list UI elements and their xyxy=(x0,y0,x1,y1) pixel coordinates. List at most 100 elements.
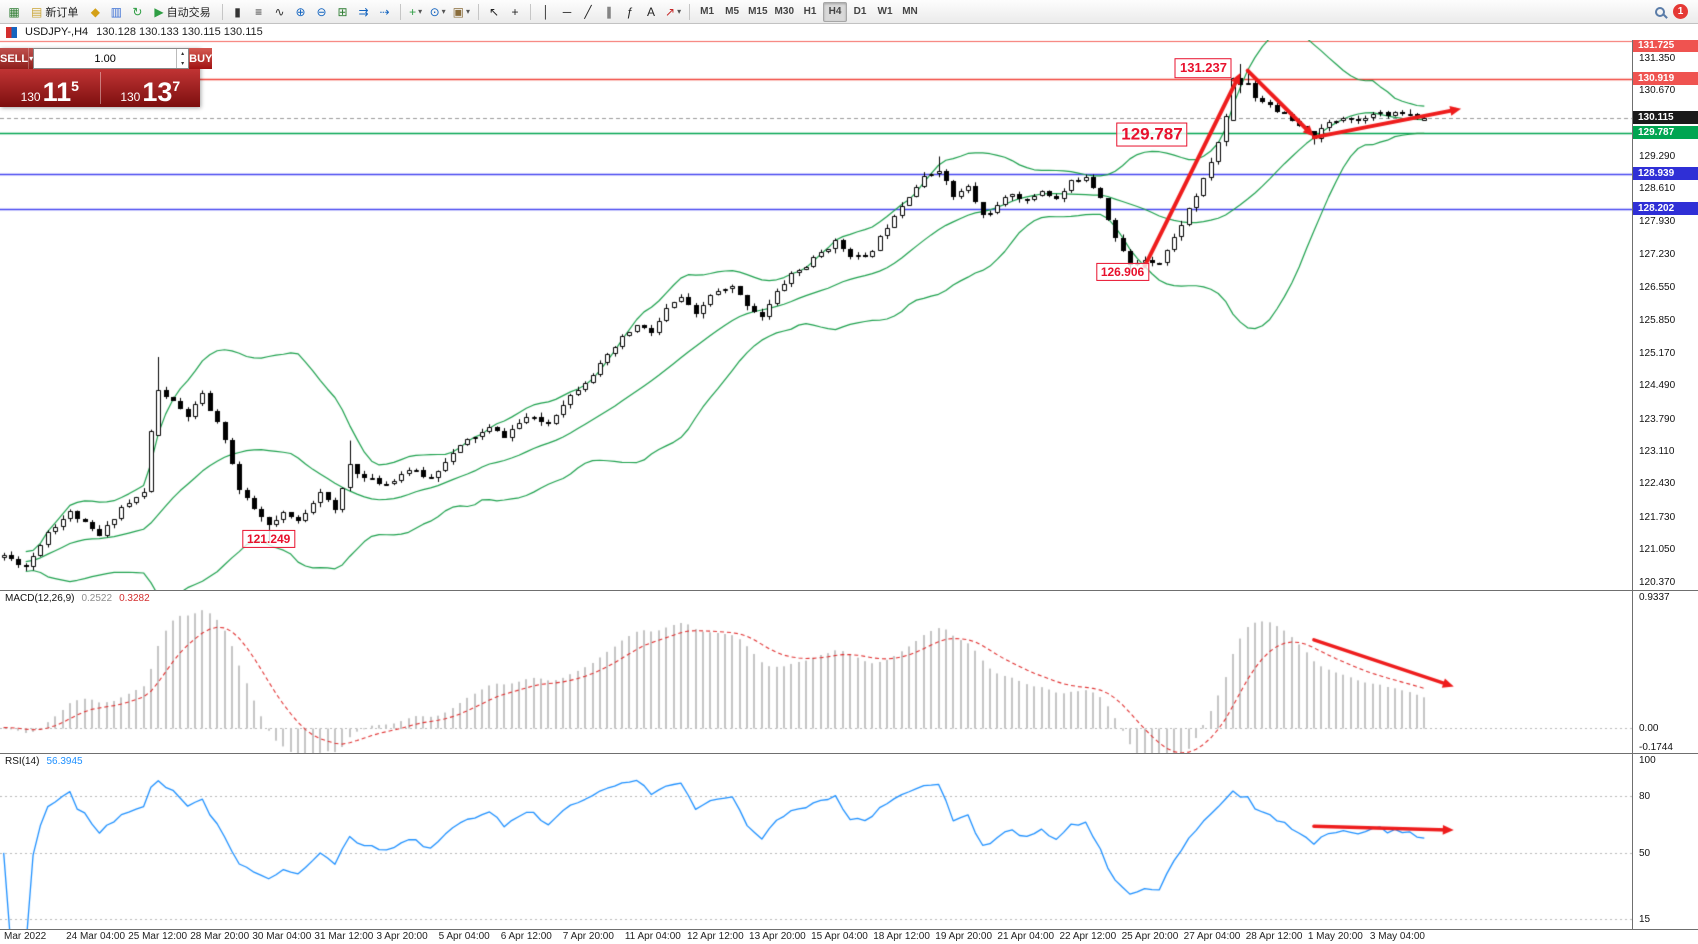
price-axis-tick: 123.790 xyxy=(1639,413,1676,425)
volume-input[interactable] xyxy=(34,49,177,68)
autotrade-button[interactable]: ▶ 自动交易 xyxy=(148,2,216,22)
price-axis-tick: 129.290 xyxy=(1639,150,1676,162)
price-annotation-131237[interactable]: 131.237 xyxy=(1174,58,1232,78)
trendline-icon: ╱ xyxy=(584,4,592,19)
line-chart-button[interactable]: ∿ xyxy=(270,2,290,22)
add-indicator-button[interactable]: + ▾ xyxy=(406,2,426,22)
autotrade-icon: ▶ xyxy=(154,4,164,19)
candlestick-chart-button[interactable]: ▮ xyxy=(228,2,248,22)
autotrade-button-label: 自动交易 xyxy=(166,6,211,19)
fibonacci-button[interactable]: ƒ xyxy=(620,2,640,22)
tile-windows-icon: ⊞ xyxy=(337,4,348,19)
time-axis-label: 28 Mar 20:00 xyxy=(190,931,250,942)
time-axis-label: 27 Apr 04:00 xyxy=(1183,931,1241,942)
macd-signal-value: 0.3282 xyxy=(119,593,150,604)
market-watch-button[interactable]: ◆ xyxy=(85,2,105,22)
zoom-out-button[interactable]: ⊖ xyxy=(312,2,332,22)
time-axis-label: 30 Mar 04:00 xyxy=(252,931,312,942)
bid-big-digits: 11 xyxy=(42,77,72,108)
add-indicator-icon: + xyxy=(409,4,417,19)
chart-shift-button[interactable]: ⇢ xyxy=(375,2,395,22)
order-type-dropdown[interactable]: ▾ xyxy=(28,48,34,69)
chevron-down-icon: ▾ xyxy=(441,7,446,16)
macd-axis-label: 0.9337 xyxy=(1639,592,1670,603)
time-axis-label: 5 Apr 04:00 xyxy=(438,931,490,942)
trendline-button[interactable]: ╱ xyxy=(578,2,598,22)
timeframe-w1-button[interactable]: W1 xyxy=(877,6,893,17)
sell-button[interactable]: SELL xyxy=(0,48,29,69)
timeframe-m5-button[interactable]: M5 xyxy=(725,6,740,17)
cursor-button[interactable]: ↖ xyxy=(484,2,504,22)
chart-ohlc-values: 130.128 130.133 130.115 130.115 xyxy=(96,26,263,38)
price-annotation-126906[interactable]: 126.906 xyxy=(1095,262,1150,282)
volume-up-button[interactable]: ▴ xyxy=(181,51,185,58)
data-window-button[interactable]: ▥ xyxy=(106,2,126,22)
price-annotation-129787[interactable]: 129.787 xyxy=(1116,122,1188,147)
text-button[interactable]: A xyxy=(641,2,661,22)
zoom-in-button[interactable]: ⊕ xyxy=(291,2,311,22)
chevron-down-icon: ▾ xyxy=(418,7,423,16)
bar-chart-icon: ≡ xyxy=(255,4,263,19)
toolbar-separator xyxy=(399,3,401,20)
timeframe-m15-button[interactable]: M15 xyxy=(748,6,768,17)
new-chart-button[interactable]: ▦ xyxy=(4,2,24,22)
rsi-panel: 100 80 50 15 RSI(14) 56.3945 xyxy=(0,753,1698,929)
volume-down-button[interactable]: ▾ xyxy=(181,60,185,67)
time-axis-label: 19 Apr 20:00 xyxy=(935,931,993,942)
timeframe-d1-button[interactable]: D1 xyxy=(853,6,867,17)
price-tag: 129.787 xyxy=(1633,126,1698,140)
price-annotation-121249[interactable]: 121.249 xyxy=(241,529,296,548)
macd-name: MACD(12,26,9) xyxy=(5,593,75,604)
periods-button[interactable]: ⊙ ▾ xyxy=(427,2,449,22)
crosshair-button[interactable]: + xyxy=(505,2,525,22)
chevron-down-icon: ▾ xyxy=(29,54,34,63)
vertical-line-button[interactable]: │ xyxy=(536,2,556,22)
rsi-axis-label: 50 xyxy=(1639,847,1651,859)
ask-price-display[interactable]: 130 13 7 xyxy=(101,69,201,107)
horizontal-line-button[interactable]: ─ xyxy=(557,2,577,22)
macd-axis[interactable]: 0.9337 0.00 -0.1744 xyxy=(1632,591,1698,753)
chevron-down-icon: ▾ xyxy=(466,7,471,16)
toolbar-separator xyxy=(689,3,691,20)
timeframe-h1-button[interactable]: H1 xyxy=(803,6,817,17)
price-tag: 131.725 xyxy=(1633,40,1698,52)
price-tag: 130.115 xyxy=(1633,110,1698,124)
time-axis-label: 31 Mar 12:00 xyxy=(314,931,374,942)
horizontal-line-icon: ─ xyxy=(562,4,572,19)
navigator-button[interactable]: ↻ xyxy=(127,2,147,22)
timeframe-m1-button[interactable]: M1 xyxy=(700,6,715,17)
main-chart-panel: 131.350 130.670 129.290 128.610 127.930 127.2… xyxy=(0,40,1698,590)
autoscroll-button[interactable]: ⇉ xyxy=(354,2,374,22)
price-axis-tick: 121.730 xyxy=(1639,511,1676,523)
time-axis[interactable]: Mar 2022 24 Mar 04:00 25 Mar 12:00 28 Mar 2… xyxy=(0,929,1698,944)
arrows-button[interactable]: ↗ ▾ xyxy=(662,2,684,22)
bid-price-display[interactable]: 130 11 5 xyxy=(0,69,100,107)
macd-axis-label: -0.1744 xyxy=(1639,742,1673,753)
price-axis[interactable]: 131.350 130.670 129.290 128.610 127.930 127.2… xyxy=(1632,40,1698,590)
search-icon[interactable] xyxy=(1655,6,1665,17)
rsi-canvas[interactable] xyxy=(0,754,1632,929)
timeframe-m30-button[interactable]: M30 xyxy=(774,6,794,17)
macd-indicator-label: MACD(12,26,9) 0.2522 0.3282 xyxy=(5,593,150,604)
notification-badge[interactable]: 1 xyxy=(1673,4,1688,19)
channel-button[interactable]: ∥ xyxy=(599,2,619,22)
new-order-button[interactable]: ▤ 新订单 xyxy=(25,2,84,22)
time-axis-label: 15 Apr 04:00 xyxy=(811,931,868,942)
main-chart-canvas[interactable] xyxy=(0,40,1632,590)
chart-symbol-label: USDJPY-,H4 xyxy=(25,26,89,38)
bar-chart-button[interactable]: ≡ xyxy=(249,2,269,22)
macd-canvas[interactable] xyxy=(0,591,1632,753)
price-axis-tick: 121.050 xyxy=(1639,544,1676,556)
templates-button[interactable]: ▣ ▾ xyxy=(450,2,473,22)
tile-windows-button[interactable]: ⊞ xyxy=(333,2,353,22)
rsi-value: 56.3945 xyxy=(46,756,83,767)
buy-button[interactable]: BUY xyxy=(189,48,213,69)
rsi-indicator-label: RSI(14) 56.3945 xyxy=(5,756,83,767)
rsi-axis[interactable]: 100 80 50 15 xyxy=(1632,754,1698,929)
time-axis-label: 28 Apr 12:00 xyxy=(1245,931,1303,942)
chart-tab-icon xyxy=(6,26,17,38)
price-axis-tick: 123.110 xyxy=(1639,446,1675,458)
price-axis-tick: 126.550 xyxy=(1639,281,1676,293)
timeframe-h4-button[interactable]: H4 xyxy=(823,1,847,22)
timeframe-mn-button[interactable]: MN xyxy=(902,6,918,17)
